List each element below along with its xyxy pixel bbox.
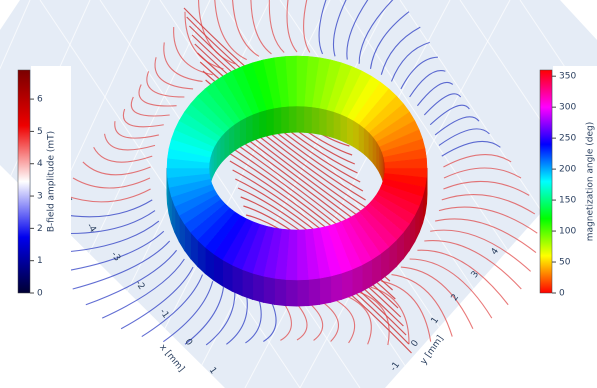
magnet-face (289, 106, 297, 132)
colorbar-tick-label: 3 (37, 192, 43, 202)
colorbar-tick-label: 200 (559, 165, 576, 175)
magnet-face (308, 278, 319, 305)
magnet-face (327, 110, 334, 138)
magnet-face (235, 121, 241, 151)
x-axis-title: x [mm] (157, 343, 186, 375)
magnet-face (359, 124, 364, 154)
magnet-face (230, 124, 235, 154)
colorbar-tick-label: 50 (559, 258, 571, 268)
colorbar-tick-label: 150 (559, 196, 576, 206)
colorbar-tick-label: 100 (559, 227, 576, 237)
magnet-face (267, 108, 274, 136)
magnet-face (297, 106, 305, 132)
magnet-face (297, 280, 308, 306)
colorbar-title: B-field amplitude (mT) (47, 131, 57, 232)
colorbar-tick-label: 0 (559, 289, 565, 299)
magnet-face (247, 114, 253, 143)
colorbar (540, 70, 552, 293)
magnet-face (286, 280, 297, 306)
magnet-face (312, 107, 319, 134)
magnet-face (242, 270, 252, 300)
magnet-face (320, 276, 331, 304)
magnet-face (352, 265, 362, 296)
magnet-face (221, 132, 225, 163)
colorbar-title: magnetization angle (deg) (586, 122, 596, 241)
colorbar-tick-label: 4 (37, 159, 43, 169)
magnet-face (364, 128, 369, 158)
magnet-face (274, 278, 285, 305)
colorbar-tick-label: 1 (37, 256, 43, 266)
magnet-face (240, 117, 246, 146)
colorbar (18, 70, 30, 293)
magnet-face (232, 265, 242, 296)
colorbar-tick-label: 250 (559, 134, 576, 144)
magnet-face (274, 107, 281, 134)
magnet-face (341, 114, 347, 143)
magnet-face (225, 128, 230, 158)
magnet-face (331, 273, 342, 302)
colorbar-tick-label: 2 (37, 224, 43, 234)
magnet-face (334, 112, 341, 140)
magnet-face (260, 110, 267, 138)
magnet-face (369, 132, 373, 163)
magnet-face (373, 137, 377, 168)
colorbar-tick-label: 300 (559, 103, 576, 113)
magnet-face (253, 273, 264, 302)
magnet-face (347, 117, 353, 146)
magnet-face (282, 106, 290, 133)
magnet-face (341, 270, 351, 300)
magnet-face (320, 108, 327, 136)
magnet-face (263, 276, 274, 304)
magnet-face (305, 106, 313, 133)
colorbar-tick-label: 6 (37, 95, 43, 105)
magnet-face (253, 112, 260, 140)
colorbar-tick-label: 0 (37, 289, 43, 299)
chart: -5-4-3-2-101-101234x [mm]y [mm]0123456B-… (0, 0, 597, 388)
magnet-face (354, 121, 360, 151)
magnet-face (217, 137, 221, 168)
colorbar-tick-label: 5 (37, 127, 43, 137)
colorbar-tick-label: 350 (559, 72, 576, 82)
